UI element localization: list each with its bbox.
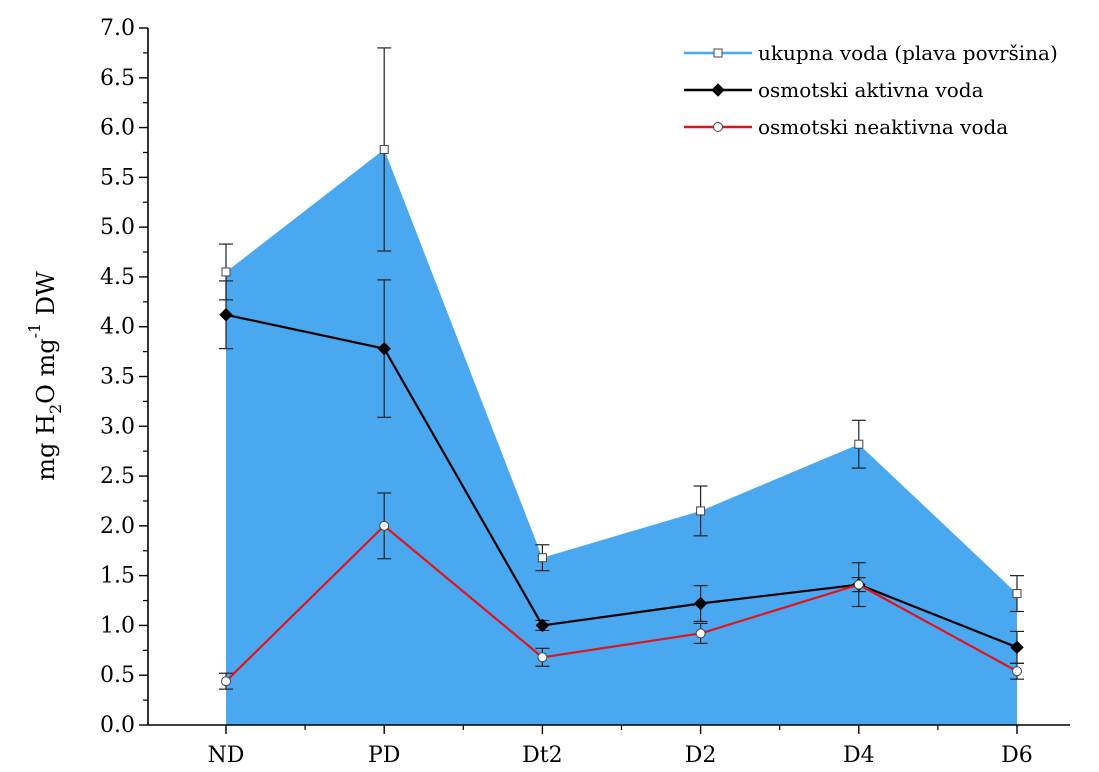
y-axis-label-part: 2 [46, 404, 65, 414]
axes: 0.0 0.5 1.0 1.5 2.0 2.5 3.0 3.5 4.0 4.5 5.0 5.5 6.0 6… [100, 16, 1070, 768]
data-point [1012, 589, 1022, 599]
y-tick-label: 6.5 [100, 66, 135, 91]
x-tick-label: D6 [1001, 743, 1033, 768]
legend-marker [713, 122, 723, 132]
data-point [853, 579, 864, 590]
y-tick-label: 5.5 [100, 165, 135, 190]
y-tick-label: 1.5 [100, 564, 135, 589]
y-tick-label: 6.0 [100, 116, 135, 141]
data-point [696, 506, 706, 516]
x-tick-label: PD [368, 743, 400, 768]
x-tick-label: D4 [843, 743, 875, 768]
legend-item-1: osmotski aktivna voda [684, 78, 984, 102]
data-point [377, 341, 391, 356]
data-point [379, 144, 389, 154]
area-layer [226, 149, 1017, 725]
data-point [1012, 666, 1022, 677]
area-fill-total-water [226, 149, 1017, 725]
y-tick-label: 4.5 [100, 265, 135, 290]
data-point [379, 520, 390, 531]
y-tick-label: 3.5 [100, 365, 135, 390]
y-tick-label: 7.0 [100, 16, 135, 41]
y-axis-label-part: mg H [32, 414, 60, 481]
data-point [1010, 640, 1024, 655]
y-axis-label-part: -1 [25, 323, 44, 339]
y-tick-label: 5.0 [100, 215, 135, 240]
data-point [854, 439, 864, 449]
data-point [219, 308, 233, 322]
data-point [535, 618, 550, 633]
y-tick-label: 3.0 [100, 414, 135, 439]
y-axis-label-part: DW [32, 271, 60, 323]
data-point [693, 596, 708, 611]
y-tick-label: 1.0 [100, 613, 135, 638]
legend-marker [713, 48, 723, 58]
data-point [695, 628, 706, 639]
y-axis-label-part: O mg [32, 338, 60, 403]
legend-label: osmotski aktivna voda [758, 78, 984, 102]
y-tick-label: 2.0 [100, 514, 135, 539]
y-tick-label: 0.5 [100, 663, 135, 688]
y-axis-label: mg H2O mg-1 DW [25, 271, 65, 481]
y-tick-label: 2.5 [100, 464, 135, 489]
x-tick-label: D2 [685, 743, 717, 768]
data-point [221, 676, 231, 687]
y-tick-label: 0.0 [100, 713, 135, 738]
legend-marker [711, 83, 725, 97]
legend-label: ukupna voda (plava površina) [758, 41, 1058, 65]
series-line [225, 524, 1018, 682]
legend: ukupna voda (plava površina) osmotski akt… [684, 41, 1058, 139]
data-point [537, 652, 548, 663]
series-2 [219, 492, 1024, 690]
data-point [221, 267, 231, 277]
legend-item-0: ukupna voda (plava površina) [684, 41, 1058, 65]
legend-item-2: osmotski neaktivna voda [684, 115, 1008, 139]
data-point [537, 553, 547, 563]
legend-label: osmotski neaktivna voda [758, 115, 1008, 139]
x-tick-label: ND [208, 743, 245, 768]
series-line [225, 313, 1018, 649]
series-0 [219, 47, 1024, 613]
x-tick-label: Dt2 [522, 743, 562, 768]
series-layer [219, 47, 1024, 690]
y-tick-label: 4.0 [100, 315, 135, 340]
